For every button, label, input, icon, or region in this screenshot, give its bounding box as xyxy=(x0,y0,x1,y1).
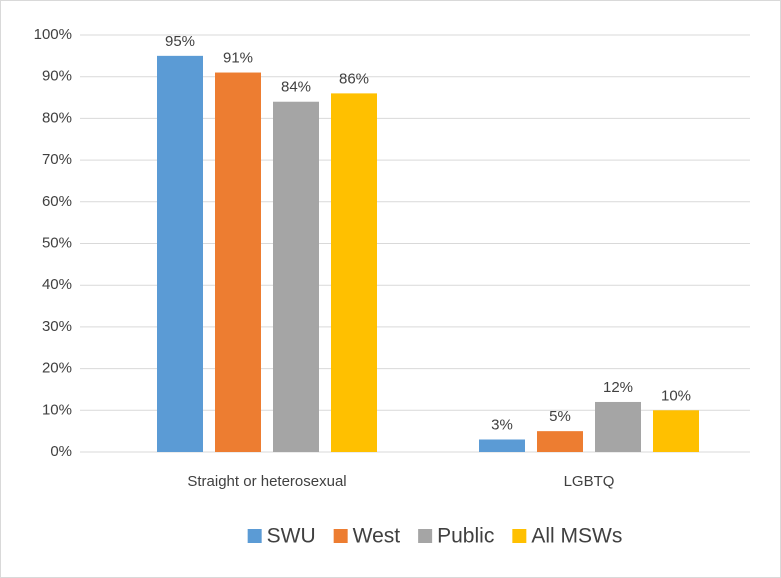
data-label: 84% xyxy=(281,79,311,96)
legend-label: Public xyxy=(437,525,494,548)
legend-label: SWU xyxy=(267,525,316,548)
bar xyxy=(479,439,525,452)
y-tick-label: 10% xyxy=(42,401,72,418)
legend-swatch xyxy=(418,529,433,543)
bar xyxy=(273,101,319,452)
y-tick-label: 20% xyxy=(42,360,72,377)
y-tick-label: 40% xyxy=(42,276,72,293)
data-label: 86% xyxy=(339,70,369,87)
legend-swatch xyxy=(512,529,527,543)
y-tick-label: 50% xyxy=(42,234,72,251)
legend-swatch xyxy=(247,529,262,543)
bar xyxy=(215,72,261,452)
y-tick-label: 100% xyxy=(34,26,72,43)
data-label: 10% xyxy=(661,387,691,404)
data-label: 3% xyxy=(491,416,513,433)
bar xyxy=(157,55,203,452)
bar xyxy=(331,93,377,452)
legend-label: West xyxy=(353,525,401,548)
x-tick-label: Straight or heterosexual xyxy=(187,473,346,490)
y-tick-label: 80% xyxy=(42,109,72,126)
data-label: 91% xyxy=(223,49,253,66)
bar xyxy=(595,401,641,452)
bar xyxy=(653,410,699,452)
data-label: 5% xyxy=(549,408,571,425)
data-label: 12% xyxy=(603,379,633,396)
legend-swatch xyxy=(333,529,348,543)
y-tick-label: 30% xyxy=(42,318,72,335)
bar xyxy=(537,431,583,452)
x-tick-label: LGBTQ xyxy=(564,473,615,490)
y-tick-label: 90% xyxy=(42,68,72,85)
y-tick-label: 60% xyxy=(42,193,72,210)
y-tick-label: 70% xyxy=(42,151,72,168)
y-tick-label: 0% xyxy=(50,443,72,460)
legend-label: All MSWs xyxy=(531,525,622,548)
data-label: 95% xyxy=(165,33,195,50)
